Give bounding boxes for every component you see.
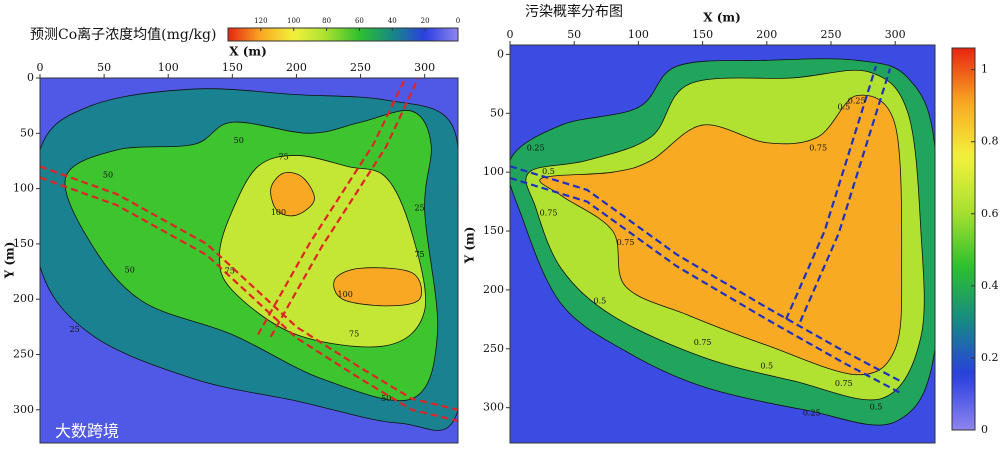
colorbar-tick-label: 80: [322, 17, 331, 25]
chart-title: 污染概率分布图: [525, 3, 623, 20]
contour-label: 25: [414, 204, 424, 213]
y-tick-label: 200: [483, 283, 504, 296]
y-tick-label: 250: [483, 342, 504, 355]
contour-label: 75: [349, 330, 359, 339]
contour-label: 0.5: [837, 102, 850, 111]
contour-region: [539, 94, 903, 376]
contour-label: 0.25: [803, 409, 821, 418]
y-tick-label: 150: [13, 237, 34, 250]
plot-frame: [509, 44, 936, 444]
x-tick-label: 300: [414, 61, 435, 74]
colorbar-tick-label: 120: [254, 17, 267, 25]
contour-label: 0.75: [694, 338, 712, 347]
y-axis-label: Y (m): [463, 227, 477, 265]
x-tick-label: 50: [97, 61, 111, 74]
x-tick-label: 50: [567, 28, 581, 41]
pipeline: [785, 65, 877, 320]
colorbar-tick-label: 1: [981, 63, 988, 76]
contour-label: 0.25: [527, 144, 545, 153]
contour-label: 0.5: [594, 297, 607, 306]
y-tick-label: 100: [13, 182, 34, 195]
x-tick-label: 100: [628, 28, 649, 41]
colorbar-tick-label: 0.4: [981, 279, 999, 292]
plot-area: 0.250.50.750.50.750.250.50.750.750.50.25…: [510, 45, 935, 443]
colorbar-tick-label: 0.2: [981, 351, 999, 364]
y-tick-label: 150: [483, 224, 504, 237]
y-axis-label: Y (m): [3, 242, 17, 280]
pipeline: [257, 78, 407, 336]
x-axis-label: X (m): [703, 11, 741, 25]
contour-label: 0.75: [835, 379, 853, 388]
contour-label: 75: [279, 153, 289, 162]
x-tick-label: 150: [222, 61, 243, 74]
contour-label: 75: [225, 267, 235, 276]
contour-label: 100: [271, 208, 286, 217]
x-tick-label: 150: [692, 28, 713, 41]
colorbar-tick-label: 0: [456, 17, 460, 25]
chart-title: 预测Co离子浓度均值(mg/kg): [30, 26, 216, 43]
y-tick-label: 50: [20, 126, 34, 139]
pipeline: [510, 165, 903, 383]
x-tick-label: 0: [37, 61, 44, 74]
watermark: 大数跨境: [55, 422, 119, 441]
x-tick-label: 100: [158, 61, 179, 74]
colorbar-tick-label: 60: [355, 17, 364, 25]
plot-area: 25 50 50 50 75 100 100 75 75 75 50 25: [40, 78, 458, 443]
contour-plot: 0.250.50.750.50.750.250.50.750.750.50.25…: [463, 3, 999, 444]
contour-label: 50: [125, 265, 135, 274]
x-tick-label: 300: [885, 28, 906, 41]
y-tick-label: 300: [13, 403, 34, 416]
y-tick-label: 250: [13, 348, 34, 361]
x-tick-label: 0: [507, 28, 514, 41]
x-axis-label: X (m): [229, 45, 267, 59]
y-tick-label: 300: [483, 401, 504, 414]
contour-label: 50: [234, 136, 244, 145]
x-tick-label: 250: [350, 61, 371, 74]
x-tick-label: 200: [286, 61, 307, 74]
contour-label: 0.5: [870, 403, 883, 412]
colorbar-tick-label: 0.8: [981, 135, 999, 148]
colorbar-tick-label: 0: [981, 423, 988, 436]
contour-label: 0.75: [540, 208, 558, 217]
contour-label: 0.25: [848, 97, 866, 106]
contour-label: 75: [414, 250, 424, 259]
colorbar-tick-label: 0.6: [981, 207, 999, 220]
colorbar-tick-label: 40: [388, 17, 397, 25]
y-tick-label: 0: [27, 71, 34, 84]
contour-region: [270, 172, 315, 217]
contour-label: 50: [381, 394, 391, 403]
plot-frame: [39, 77, 459, 444]
pipeline: [510, 177, 903, 395]
pipeline: [799, 68, 892, 323]
contour-label: 25: [70, 325, 80, 334]
contour-label: 100: [338, 290, 353, 299]
y-tick-label: 50: [490, 106, 504, 119]
x-tick-label: 250: [820, 28, 841, 41]
colorbar: [951, 47, 976, 431]
colorbar-tick-label: 100: [287, 17, 300, 25]
y-tick-label: 200: [13, 292, 34, 305]
contour-label: 0.5: [760, 361, 773, 370]
y-tick-label: 0: [497, 47, 504, 60]
y-tick-label: 100: [483, 165, 504, 178]
contour-label: 0.75: [617, 238, 635, 247]
contour-region: [333, 267, 422, 307]
x-tick-label: 200: [756, 28, 777, 41]
contour-label: 50: [103, 170, 113, 179]
colorbar: [227, 27, 459, 42]
pipeline: [40, 165, 458, 411]
contour-label: 0.5: [542, 167, 555, 176]
pipeline: [40, 176, 458, 422]
colorbar-tick-label: 20: [421, 17, 430, 25]
contour-label: 0.75: [809, 144, 827, 153]
